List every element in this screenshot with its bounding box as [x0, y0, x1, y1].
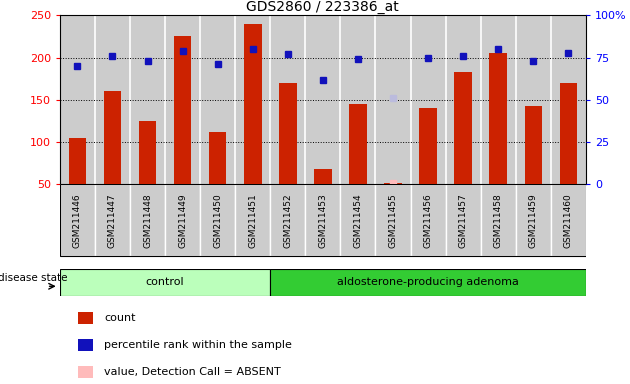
Text: control: control — [146, 277, 185, 287]
Bar — [516, 184, 551, 256]
Bar — [270, 269, 586, 296]
Text: GSM211460: GSM211460 — [564, 193, 573, 248]
Bar — [481, 15, 516, 184]
Bar — [165, 184, 200, 256]
Bar — [200, 184, 235, 256]
Bar — [130, 184, 165, 256]
Title: GDS2860 / 223386_at: GDS2860 / 223386_at — [246, 0, 399, 14]
Bar — [270, 15, 306, 184]
Text: GSM211459: GSM211459 — [529, 193, 538, 248]
Bar — [411, 184, 445, 256]
Bar — [559, 83, 577, 227]
Bar — [454, 72, 472, 227]
Text: GSM211449: GSM211449 — [178, 193, 187, 248]
Bar — [279, 83, 297, 227]
Bar — [69, 138, 86, 227]
Bar — [95, 184, 130, 256]
Text: GSM211446: GSM211446 — [73, 193, 82, 248]
Bar — [60, 15, 95, 184]
Bar — [95, 15, 130, 184]
Text: GSM211447: GSM211447 — [108, 193, 117, 248]
Text: GSM211457: GSM211457 — [459, 193, 467, 248]
Bar — [306, 15, 340, 184]
Text: GSM211451: GSM211451 — [248, 193, 257, 248]
Bar — [60, 269, 270, 296]
Bar — [60, 184, 586, 256]
Text: GSM211453: GSM211453 — [318, 193, 328, 248]
Bar — [411, 15, 445, 184]
Bar — [375, 184, 411, 256]
Text: value, Detection Call = ABSENT: value, Detection Call = ABSENT — [104, 367, 281, 377]
Bar — [516, 15, 551, 184]
Text: GSM211452: GSM211452 — [284, 193, 292, 248]
Text: GSM211455: GSM211455 — [389, 193, 398, 248]
Text: GSM211450: GSM211450 — [213, 193, 222, 248]
Bar — [165, 15, 200, 184]
Bar — [77, 312, 93, 324]
Bar — [130, 15, 165, 184]
Text: GSM211458: GSM211458 — [494, 193, 503, 248]
Bar — [445, 184, 481, 256]
Text: GSM211456: GSM211456 — [423, 193, 433, 248]
Bar — [306, 184, 340, 256]
Bar — [349, 104, 367, 227]
Bar — [139, 121, 156, 227]
Bar — [209, 132, 226, 227]
Bar — [174, 36, 192, 227]
Bar — [445, 15, 481, 184]
Bar — [340, 184, 375, 256]
Bar — [244, 24, 261, 227]
Bar — [490, 53, 507, 227]
Bar — [235, 15, 270, 184]
Bar — [235, 184, 270, 256]
Bar — [551, 184, 586, 256]
Bar — [270, 184, 306, 256]
Bar — [77, 366, 93, 378]
Bar — [77, 339, 93, 351]
Bar — [340, 15, 375, 184]
Bar — [60, 184, 95, 256]
Bar — [104, 91, 121, 227]
Text: count: count — [104, 313, 135, 323]
Bar — [551, 15, 586, 184]
Bar — [314, 169, 331, 227]
Bar — [525, 106, 542, 227]
Bar — [481, 184, 516, 256]
Bar — [420, 108, 437, 227]
Text: GSM211448: GSM211448 — [143, 193, 152, 248]
Text: disease state: disease state — [0, 273, 67, 283]
Bar — [384, 183, 402, 227]
Bar — [375, 15, 411, 184]
Bar — [200, 15, 235, 184]
Text: percentile rank within the sample: percentile rank within the sample — [104, 340, 292, 350]
Text: aldosterone-producing adenoma: aldosterone-producing adenoma — [337, 277, 519, 287]
Text: GSM211454: GSM211454 — [353, 193, 362, 248]
